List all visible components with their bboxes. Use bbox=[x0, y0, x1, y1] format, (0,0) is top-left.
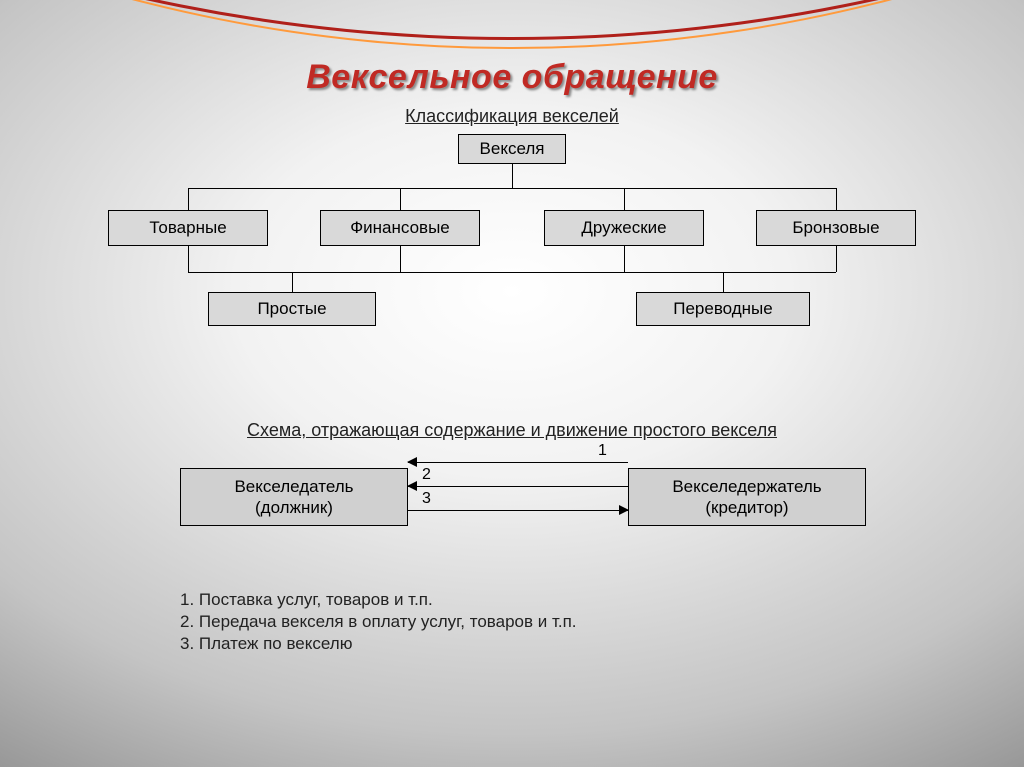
legend-item: 3. Платеж по векселю bbox=[180, 634, 577, 654]
main-title: Вексельное обращение bbox=[0, 58, 1024, 97]
legend-list: 1. Поставка услуг, товаров и т.п.2. Пере… bbox=[180, 588, 577, 656]
decor-inner-arc bbox=[0, 0, 1024, 49]
arrow-label: 2 bbox=[422, 466, 431, 484]
section1-subtitle: Классификация векселей bbox=[0, 106, 1024, 127]
tree-node: Переводные bbox=[636, 292, 810, 326]
tree-node: Дружеские bbox=[544, 210, 704, 246]
tree-node: Финансовые bbox=[320, 210, 480, 246]
flow-node: Векселедержатель(кредитор) bbox=[628, 468, 866, 526]
tree-node: Товарные bbox=[108, 210, 268, 246]
decor-bl-inner bbox=[0, 555, 230, 767]
tree-node: Простые bbox=[208, 292, 376, 326]
tree-node: Векселя bbox=[458, 134, 566, 164]
arrow-label: 3 bbox=[422, 490, 431, 508]
legend-item: 1. Поставка услуг, товаров и т.п. bbox=[180, 590, 577, 610]
section2-subtitle: Схема, отражающая содержание и движение … bbox=[0, 420, 1024, 441]
arrow-label: 1 bbox=[598, 442, 607, 460]
flow-node: Векселедатель(должник) bbox=[180, 468, 408, 526]
tree-node: Бронзовые bbox=[756, 210, 916, 246]
legend-item: 2. Передача векселя в оплату услуг, това… bbox=[180, 612, 577, 632]
